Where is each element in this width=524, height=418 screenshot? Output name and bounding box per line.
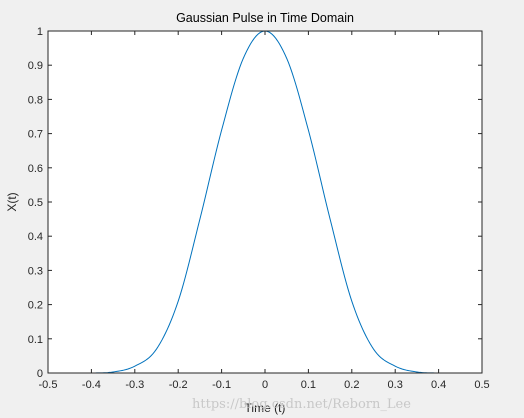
y-tick-label: 1	[37, 26, 43, 38]
x-tick-label: -0.5	[39, 379, 58, 391]
y-tick-label: 0.9	[28, 60, 43, 72]
x-ticks: -0.5 -0.4 -0.3 -0.2 -0.1 0 0.1 0.2 0.3 0.4 0.5	[39, 31, 490, 391]
x-tick-label: 0	[262, 379, 268, 391]
y-tick-label: 0.1	[28, 334, 43, 346]
chart-title: Gaussian Pulse in Time Domain	[176, 11, 354, 25]
y-tick-label: 0.6	[28, 163, 43, 175]
x-tick-label: 0.5	[474, 379, 489, 391]
y-tick-label: 0.7	[28, 129, 43, 141]
x-tick-label: 0.4	[431, 379, 446, 391]
x-tick-label: -0.3	[125, 379, 144, 391]
x-tick-label: -0.1	[212, 379, 231, 391]
x-tick-label: 0.3	[388, 379, 403, 391]
x-tick-label: -0.4	[82, 379, 101, 391]
axes-box	[47, 30, 483, 374]
x-axis-label: Time (t)	[245, 401, 286, 415]
y-tick-label: 0.5	[28, 197, 43, 209]
y-tick-label: 0.8	[28, 94, 43, 106]
y-tick-label: 0.2	[28, 300, 43, 312]
plot-area	[48, 31, 482, 373]
y-tick-label: 0.3	[28, 265, 43, 277]
x-tick-label: -0.2	[169, 379, 188, 391]
y-tick-label: 0	[37, 368, 43, 380]
watermark-text: https://blog.csdn.net/Reborn_Lee	[192, 397, 411, 412]
y-axis-label: X(t)	[5, 192, 19, 211]
x-tick-label: 0.2	[344, 379, 359, 391]
y-tick-label: 0.4	[28, 231, 43, 243]
x-tick-label: 0.1	[301, 379, 316, 391]
